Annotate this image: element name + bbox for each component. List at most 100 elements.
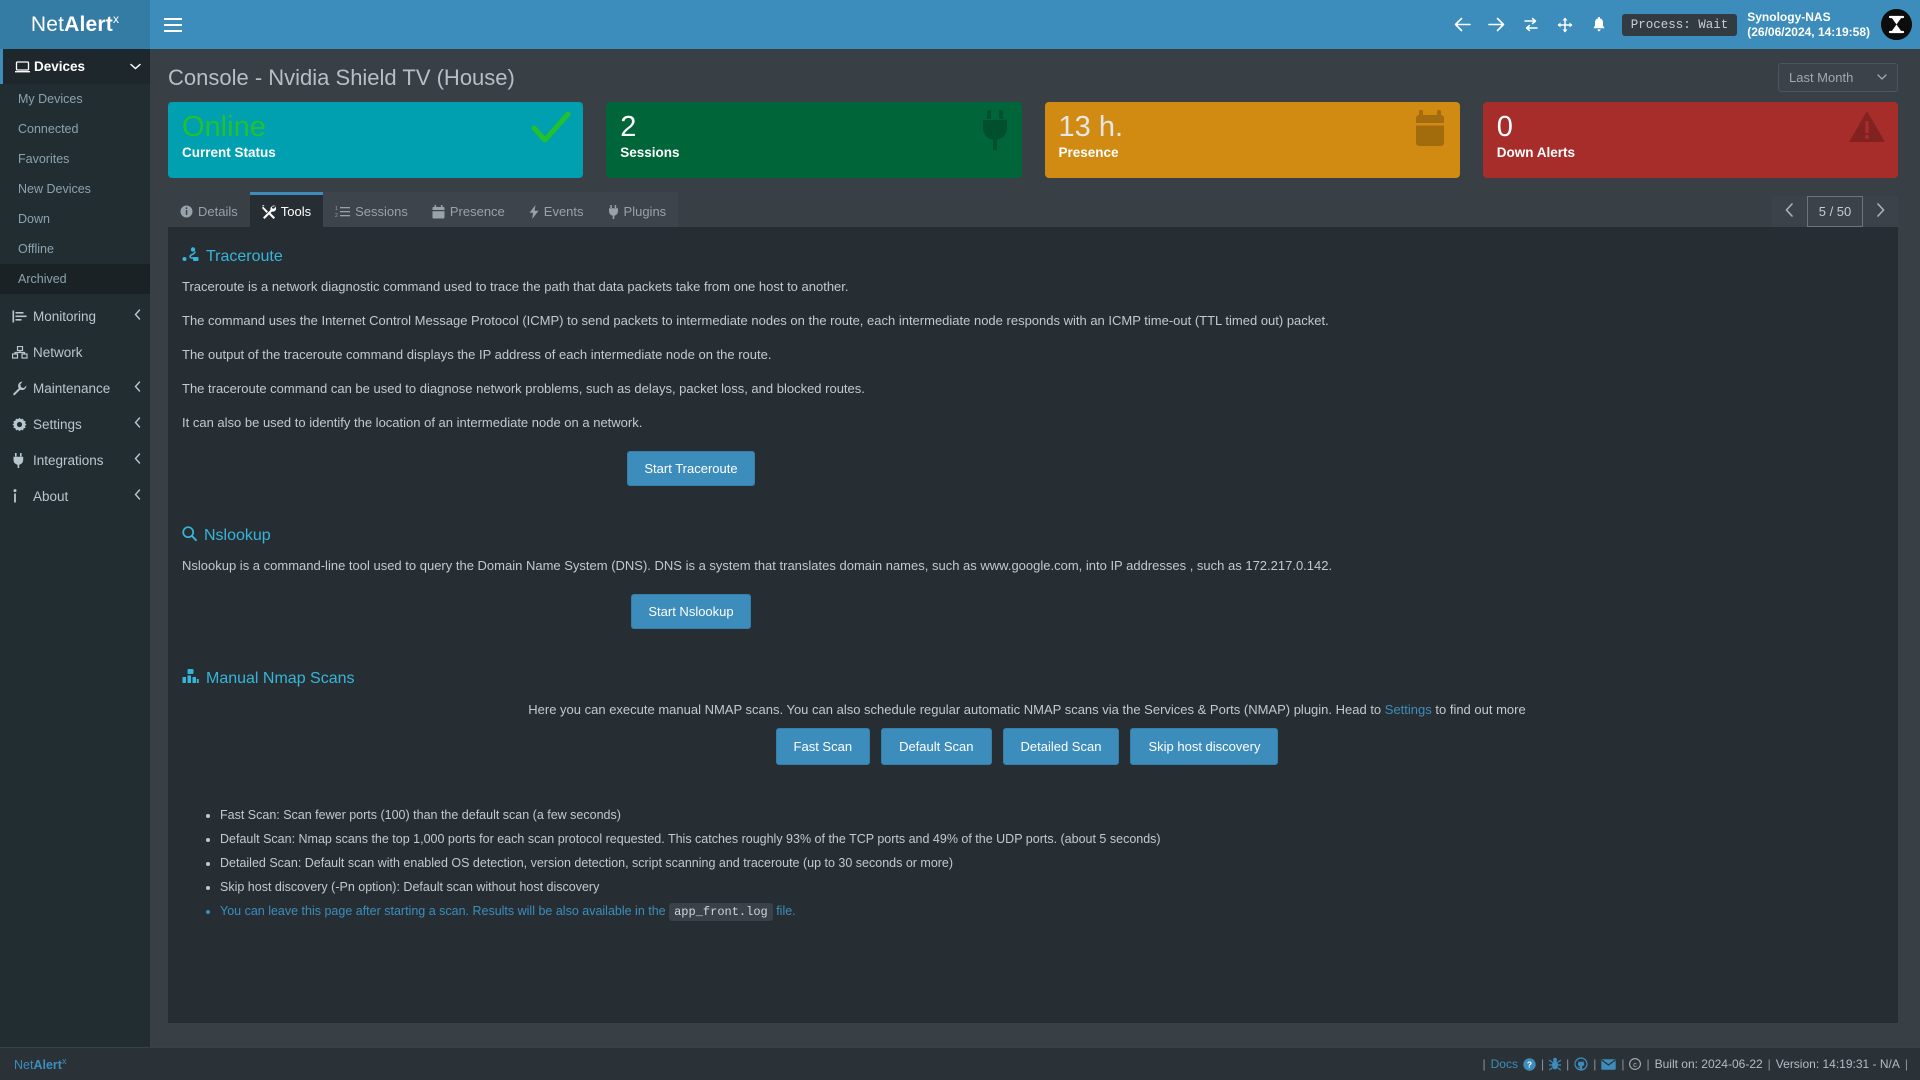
pager-next-button[interactable] bbox=[1863, 196, 1898, 227]
tab-tools[interactable]: Tools bbox=[249, 192, 324, 227]
tab-plugins[interactable]: Plugins bbox=[595, 192, 679, 227]
arrow-left-icon[interactable] bbox=[1446, 8, 1480, 42]
sidebar-item-settings[interactable]: Settings bbox=[0, 406, 150, 442]
bolt-icon bbox=[529, 204, 539, 219]
nmap-button-group: Fast Scan Default Scan Detailed Scan Ski… bbox=[178, 728, 1876, 765]
sidebar: Devices My Devices Connected Favorites N… bbox=[0, 49, 150, 1047]
footer-sep: | bbox=[1767, 1057, 1771, 1071]
sidebar-devices-label: Devices bbox=[34, 59, 86, 74]
chevron-down-icon bbox=[1877, 72, 1887, 83]
mail-icon[interactable] bbox=[1601, 1058, 1617, 1070]
tab-events[interactable]: Events bbox=[516, 192, 596, 227]
svg-text:?: ? bbox=[1527, 1059, 1532, 1069]
sidebar-item-favorites[interactable]: Favorites bbox=[0, 144, 150, 174]
fast-scan-button[interactable]: Fast Scan bbox=[775, 728, 871, 765]
nslookup-section-title: Nslookup bbox=[178, 526, 1876, 546]
list-item-log-note[interactable]: You can leave this page after starting a… bbox=[220, 903, 1876, 921]
process-status-badge: Process: Wait bbox=[1621, 13, 1738, 36]
tools-icon bbox=[261, 204, 276, 219]
copyright-icon[interactable]: c bbox=[1629, 1058, 1642, 1070]
status-card-down-alerts[interactable]: 0 Down Alerts bbox=[1482, 102, 1898, 178]
list-item: Detailed Scan: Default scan with enabled… bbox=[220, 855, 1876, 871]
start-traceroute-button[interactable]: Start Traceroute bbox=[627, 451, 755, 486]
chevron-left-icon bbox=[134, 489, 141, 503]
sidebar-item-archived[interactable]: Archived bbox=[0, 264, 150, 294]
tab-label: Details bbox=[198, 204, 238, 219]
sidebar-item-offline[interactable]: Offline bbox=[0, 234, 150, 264]
sidebar-sub-label: Favorites bbox=[18, 152, 70, 166]
app-logo[interactable]: NetAlertx bbox=[0, 0, 150, 49]
nmap-description: Here you can execute manual NMAP scans. … bbox=[178, 702, 1876, 717]
traceroute-p5: It can also be used to identify the loca… bbox=[182, 415, 643, 430]
header-user-info[interactable]: Synology-NAS (26/06/2024, 14:19:58) bbox=[1747, 10, 1870, 40]
calendar-icon bbox=[432, 204, 445, 219]
settings-link[interactable]: Settings bbox=[1384, 702, 1432, 717]
bell-icon[interactable] bbox=[1582, 8, 1616, 42]
sidebar-item-devices[interactable]: Devices bbox=[0, 49, 150, 84]
detailed-scan-button[interactable]: Detailed Scan bbox=[1002, 728, 1120, 765]
tab-presence[interactable]: Presence bbox=[419, 192, 517, 227]
bug-icon[interactable] bbox=[1549, 1057, 1562, 1071]
card-value: 13 h. bbox=[1058, 111, 1124, 143]
card-label: Presence bbox=[1058, 145, 1119, 160]
sidebar-item-my-devices[interactable]: My Devices bbox=[0, 84, 150, 114]
footer-logo-net: Net bbox=[14, 1058, 34, 1073]
sidebar-item-about[interactable]: About bbox=[0, 478, 150, 514]
chevron-left-icon bbox=[134, 381, 141, 395]
footer-sep: | bbox=[1904, 1057, 1908, 1071]
card-value: 2 bbox=[620, 111, 637, 143]
sidebar-item-connected[interactable]: Connected bbox=[0, 114, 150, 144]
footer-logo[interactable]: NetAlertx bbox=[0, 1056, 150, 1072]
traceroute-p3: The output of the traceroute command dis… bbox=[182, 347, 772, 362]
log-note-pre: You can leave this page after starting a… bbox=[220, 904, 670, 918]
card-value: Online bbox=[182, 111, 266, 143]
sidebar-item-monitoring[interactable]: Monitoring bbox=[0, 298, 150, 334]
hamburger-icon[interactable] bbox=[150, 0, 196, 49]
status-card-presence[interactable]: 13 h. Presence bbox=[1044, 102, 1460, 178]
pager-prev-button[interactable] bbox=[1772, 196, 1807, 227]
period-select-value: Last Month bbox=[1789, 70, 1854, 85]
footer-sep: | bbox=[1566, 1057, 1570, 1071]
pager-count: 5 / 50 bbox=[1807, 196, 1863, 227]
move-icon[interactable] bbox=[1548, 8, 1582, 42]
tab-label: Presence bbox=[449, 204, 505, 219]
arrow-right-icon[interactable] bbox=[1480, 8, 1514, 42]
traceroute-p4: The traceroute command can be used to di… bbox=[182, 381, 865, 396]
nmap-title-text: Manual Nmap Scans bbox=[206, 669, 355, 687]
sidebar-item-integrations[interactable]: Integrations bbox=[0, 442, 150, 478]
sidebar-item-maintenance[interactable]: Maintenance bbox=[0, 370, 150, 406]
user-avatar-icon[interactable] bbox=[1881, 9, 1912, 40]
period-select[interactable]: Last Month bbox=[1778, 63, 1898, 92]
logo-alert: Alert bbox=[64, 13, 113, 36]
version-text: Version: 14:19:31 - N/A bbox=[1775, 1057, 1900, 1071]
start-nslookup-button[interactable]: Start Nslookup bbox=[631, 594, 751, 629]
plug-icon bbox=[608, 204, 619, 219]
footer-sep: | bbox=[1646, 1057, 1650, 1071]
card-label: Current Status bbox=[182, 145, 276, 160]
docs-link[interactable]: Docs bbox=[1490, 1057, 1518, 1071]
footer: NetAlertx | Docs ? | | | | c | Built on:… bbox=[0, 1047, 1920, 1080]
sidebar-item-network[interactable]: Network bbox=[0, 334, 150, 370]
refresh-icon[interactable] bbox=[1514, 8, 1548, 42]
status-card-current-status[interactable]: Online Current Status bbox=[168, 102, 584, 178]
github-icon[interactable] bbox=[1574, 1057, 1588, 1071]
sidebar-item-new-devices[interactable]: New Devices bbox=[0, 174, 150, 204]
tab-details[interactable]: Details bbox=[168, 192, 250, 227]
sidebar-sub-label: New Devices bbox=[18, 182, 91, 196]
default-scan-button[interactable]: Default Scan bbox=[881, 728, 992, 765]
sidebar-about-label: About bbox=[33, 488, 69, 504]
built-on-text: Built on: 2024-06-22 bbox=[1654, 1057, 1763, 1071]
footer-sep: | bbox=[1593, 1057, 1597, 1071]
sidebar-item-down[interactable]: Down bbox=[0, 204, 150, 234]
main-content: Console - Nvidia Shield TV (House) Last … bbox=[150, 49, 1920, 1047]
nslookup-title-text: Nslookup bbox=[204, 527, 271, 544]
user-time: (26/06/2024, 14:19:58) bbox=[1747, 24, 1870, 39]
chevron-left-icon bbox=[134, 453, 141, 467]
laptop-icon bbox=[15, 60, 34, 73]
question-circle-icon[interactable]: ? bbox=[1523, 1057, 1536, 1071]
status-card-sessions[interactable]: 2 Sessions bbox=[606, 102, 1022, 178]
skip-host-discovery-button[interactable]: Skip host discovery bbox=[1130, 728, 1279, 765]
